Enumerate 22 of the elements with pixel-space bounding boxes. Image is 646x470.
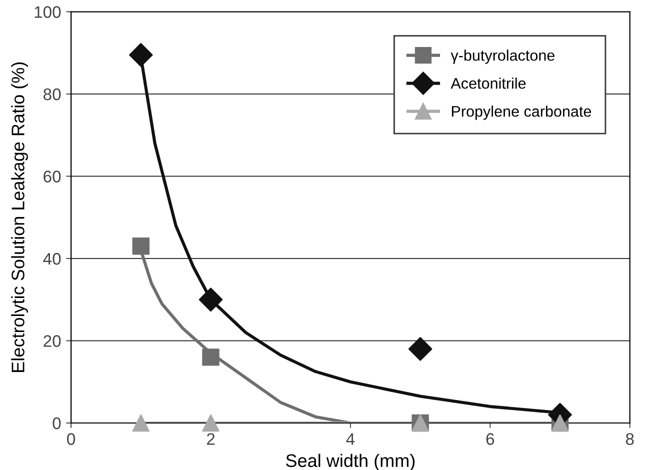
- y-tick-label: 60: [44, 170, 61, 182]
- legend-label: γ-butyrolactone: [450, 50, 554, 64]
- point: [202, 348, 220, 366]
- point: [408, 337, 432, 361]
- point: [132, 414, 150, 432]
- x-tick-label: 8: [626, 433, 634, 445]
- y-tick-label: 40: [43, 252, 61, 265]
- x-tick-label: 6: [486, 433, 494, 445]
- x-tick-label: 2: [206, 433, 215, 445]
- x-tick-label: 4: [346, 433, 355, 445]
- y-axis-title: Electrolytic Solution Leakage Ratio (%): [11, 62, 28, 372]
- y-tick-label: 0: [52, 417, 61, 430]
- x-tick-label: 0: [67, 433, 76, 445]
- y-tick-label: 80: [44, 88, 61, 100]
- legend-label: Acetonitrile: [450, 78, 526, 89]
- point: [198, 288, 223, 312]
- point: [129, 43, 153, 67]
- point: [132, 238, 150, 255]
- y-tick-label: 20: [44, 335, 61, 347]
- y-tick-label: 100: [34, 6, 61, 18]
- legend-label: Propylene carbonate: [452, 106, 592, 120]
- point: [202, 414, 220, 432]
